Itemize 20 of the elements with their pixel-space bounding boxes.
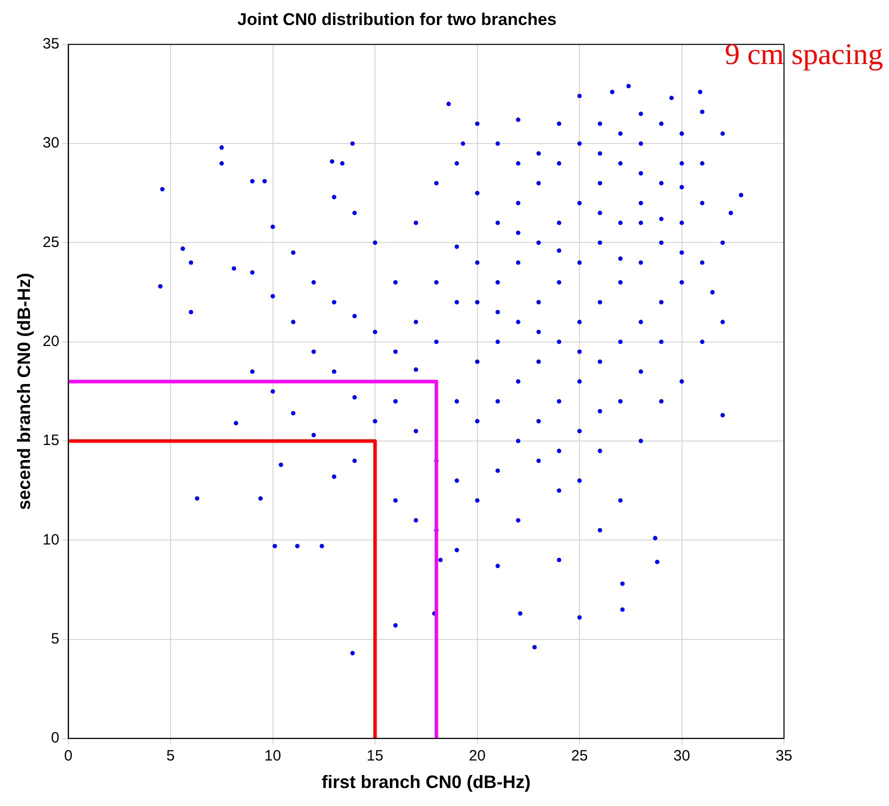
y-tick-label: 0 — [50, 730, 60, 747]
y-tick-label: 35 — [42, 36, 60, 53]
x-axis-title: first branch CN0 (dB-Hz) — [322, 772, 531, 792]
y-tick-label: 20 — [42, 332, 60, 350]
x-tick-label: 0 — [64, 748, 72, 765]
y-tick-label: 30 — [42, 134, 60, 152]
y-tick-label: 25 — [42, 234, 60, 251]
y-tick-label: 5 — [50, 630, 60, 648]
x-tick-label: 25 — [571, 748, 588, 765]
x-tick-label: 15 — [366, 748, 384, 765]
y-tick-label: 15 — [42, 432, 60, 450]
x-tick-label: 35 — [776, 748, 792, 765]
y-axis-title: secend branch CN0 (dB-Hz) — [14, 272, 34, 510]
x-tick-label: 5 — [166, 748, 175, 765]
y-tick-label: 10 — [42, 531, 60, 548]
annotation: 9 cm spacing — [724, 38, 883, 72]
x-tick-label: 30 — [673, 748, 690, 765]
x-tick-label: 10 — [264, 748, 282, 765]
chart-title: Joint CN0 distribution for two branches — [237, 10, 557, 29]
x-tick-label: 20 — [468, 748, 486, 765]
